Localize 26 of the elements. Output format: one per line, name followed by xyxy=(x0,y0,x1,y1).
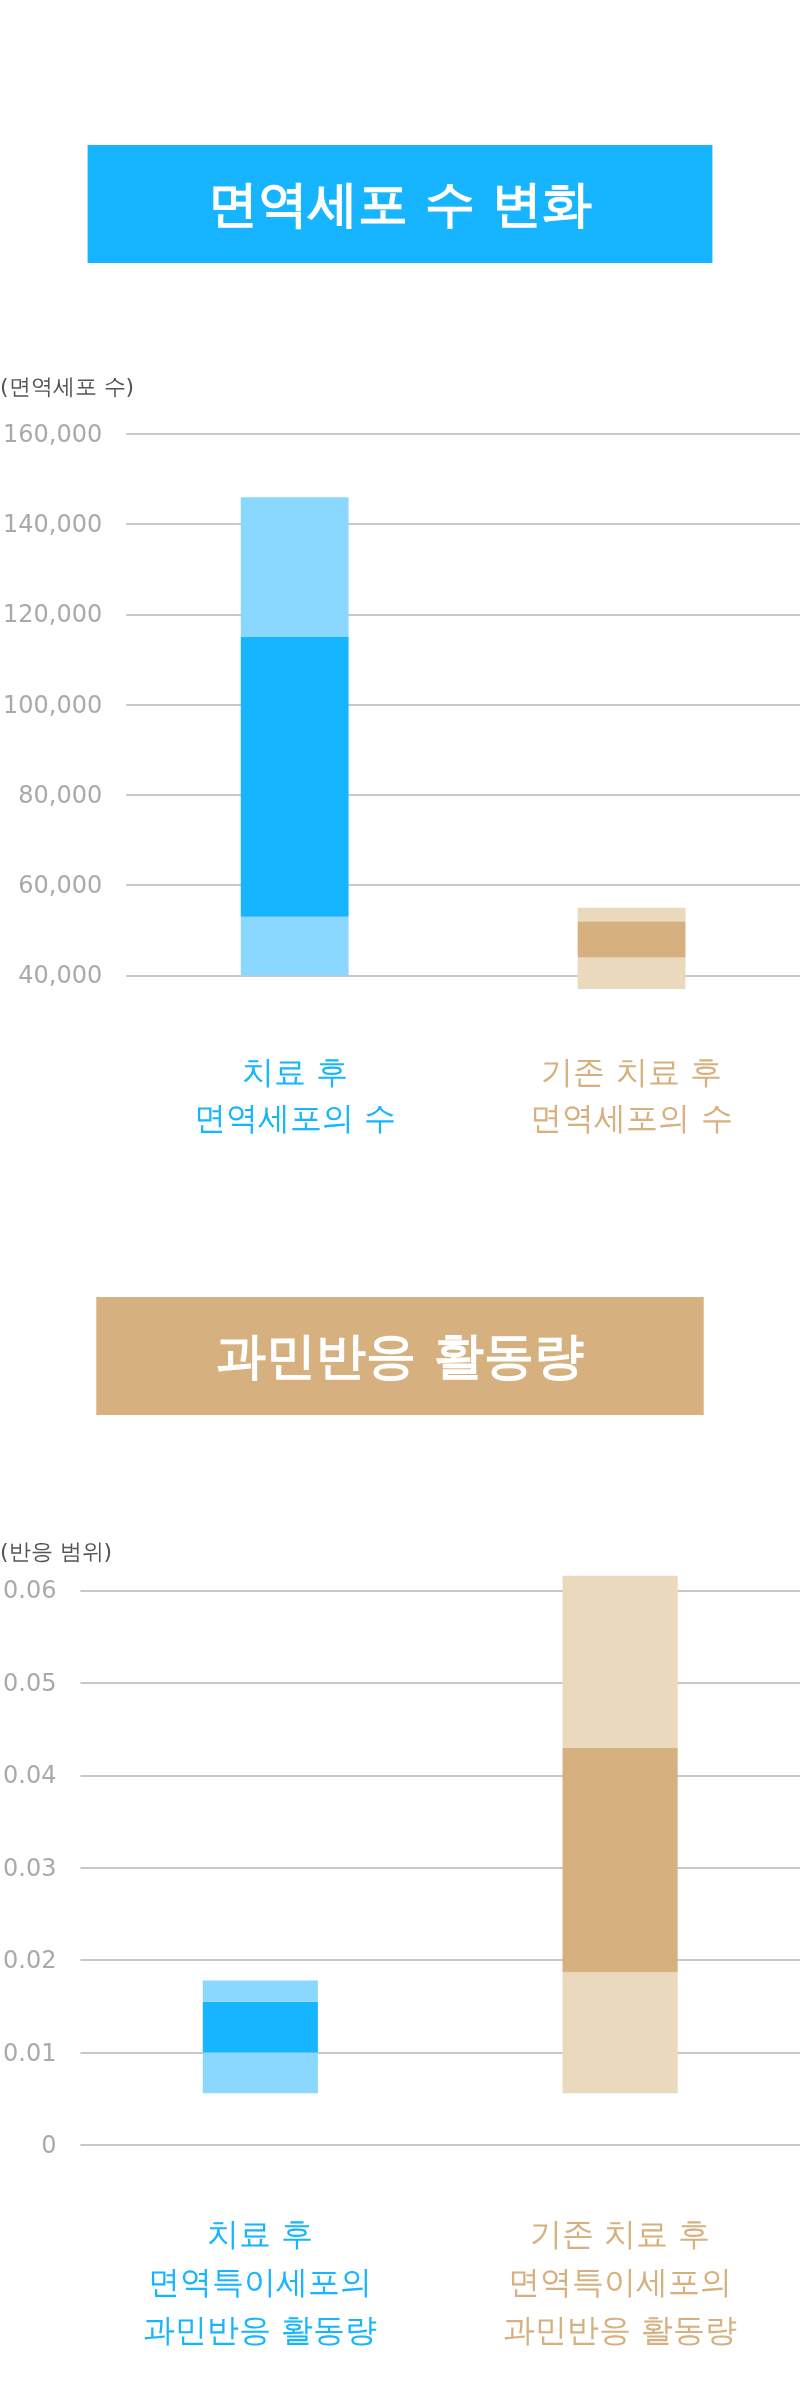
y-axis-title: (반응 범위) xyxy=(0,1538,113,1564)
x-tick-label: 기존 치료 후 면역세포의 수 xyxy=(530,1053,733,1137)
y-tick-label: 0.01 xyxy=(3,2038,57,2067)
y-tick-label: 100,000 xyxy=(3,690,103,719)
bar xyxy=(202,2001,318,2053)
x-tick-label: 기존 치료 후 면역특이세포의 과민반응 활동량 xyxy=(503,2215,738,2349)
y-tick-label: 0.06 xyxy=(3,1576,57,1605)
bar xyxy=(562,1747,678,1973)
bar xyxy=(240,637,349,917)
chart-title: 과민반응 활동량 xyxy=(216,1327,584,1385)
x-tick-label: 치료 후 면역세포의 수 xyxy=(193,1053,396,1137)
chart-title: 면역세포 수 변화 xyxy=(207,175,593,233)
bar xyxy=(577,921,686,958)
y-tick-label: 140,000 xyxy=(3,510,103,539)
y-tick-label: 160,000 xyxy=(3,420,103,448)
y-tick-label: 120,000 xyxy=(3,600,103,629)
y-tick-label: 0.05 xyxy=(3,1668,57,1697)
y-tick-label: 0 xyxy=(41,2131,57,2159)
y-tick-label: 60,000 xyxy=(18,871,103,900)
y-tick-label: 40,000 xyxy=(18,961,103,990)
y-tick-label: 0.04 xyxy=(3,1761,57,1790)
y-tick-label: 0.03 xyxy=(3,1853,57,1882)
y-tick-label: 80,000 xyxy=(18,780,103,809)
y-tick-label: 0.02 xyxy=(3,1946,57,1975)
y-axis-title: (면역세포 수) xyxy=(0,373,135,399)
x-tick-label: 치료 후 면역특이세포의 과민반응 활동량 xyxy=(143,2215,378,2349)
